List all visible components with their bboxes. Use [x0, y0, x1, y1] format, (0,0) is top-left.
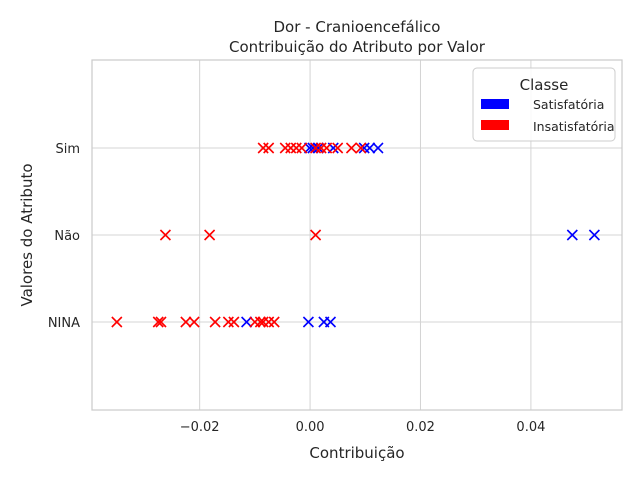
data-point-marker [249, 316, 261, 328]
data-point-marker [257, 142, 269, 154]
data-point-marker [188, 316, 200, 328]
data-point-marker [296, 142, 308, 154]
x-tick-label: −0.02 [180, 420, 220, 435]
data-point-marker [155, 316, 167, 328]
data-point-marker [302, 316, 314, 328]
data-point-marker [290, 142, 302, 154]
plot-frame [91, 59, 623, 411]
data-point-marker [566, 229, 578, 241]
data-point-marker [159, 229, 171, 241]
data-point-marker [209, 316, 221, 328]
data-point-marker [372, 142, 384, 154]
data-point-marker [204, 229, 216, 241]
data-point-marker [263, 142, 275, 154]
data-point-marker [263, 316, 275, 328]
data-point-marker [321, 142, 333, 154]
data-point-marker [111, 316, 123, 328]
x-axis-label: Contribuição [309, 444, 404, 462]
x-tick-label: 0.02 [406, 420, 435, 435]
y-tick-label: Não [54, 229, 80, 244]
y-tick-label: Sim [55, 142, 80, 157]
data-point-marker [228, 316, 240, 328]
data-point-marker [312, 142, 324, 154]
y-tick-label: NINA [48, 316, 80, 331]
x-tick-label: 0.00 [296, 420, 325, 435]
data-point-marker [285, 142, 297, 154]
data-point-marker [310, 142, 322, 154]
data-point-marker [324, 316, 337, 328]
legend-swatch-insatisfatoria [481, 120, 509, 130]
x-tick-label: 0.04 [516, 420, 545, 435]
x-tick-labels: −0.02 0.00 0.02 0.04 [180, 420, 546, 435]
data-point-marker [257, 316, 269, 328]
y-axis-label: Valores do Atributo [18, 163, 36, 306]
data-point-marker [315, 142, 327, 154]
chart-subtitle: Contribuição do Atributo por Valor [229, 38, 486, 56]
data-point-marker [254, 316, 266, 328]
data-point-marker [152, 316, 164, 328]
legend-swatch-satisfatoria [481, 99, 509, 109]
data-point-marker [279, 142, 291, 154]
data-point-marker [310, 229, 322, 241]
data-points [111, 142, 600, 328]
data-point-marker [588, 229, 600, 241]
data-point-marker [241, 316, 253, 328]
legend-label-insatisfatoria: Insatisfatória [533, 119, 615, 134]
data-point-marker [222, 316, 234, 328]
data-point-marker [332, 142, 344, 154]
legend-label-satisfatoria: Satisfatória [533, 97, 604, 112]
data-point-marker [358, 142, 370, 154]
data-point-marker [268, 316, 280, 328]
data-point-marker [355, 142, 367, 154]
data-point-marker [180, 316, 192, 328]
legend-title: Classe [520, 76, 569, 94]
data-point-marker [307, 142, 319, 154]
data-point-marker [345, 142, 358, 154]
chart-title: Dor - Cranioencefálico [274, 18, 441, 36]
y-tick-labels: NINA Não Sim [48, 142, 80, 331]
legend: Classe Satisfatória Insatisfatória [472, 67, 616, 142]
data-point-marker [364, 142, 376, 154]
